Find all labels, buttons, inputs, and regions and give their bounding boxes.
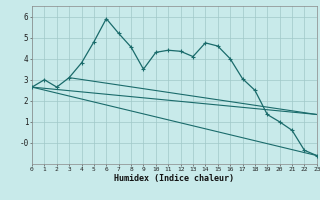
X-axis label: Humidex (Indice chaleur): Humidex (Indice chaleur) [115,174,234,183]
